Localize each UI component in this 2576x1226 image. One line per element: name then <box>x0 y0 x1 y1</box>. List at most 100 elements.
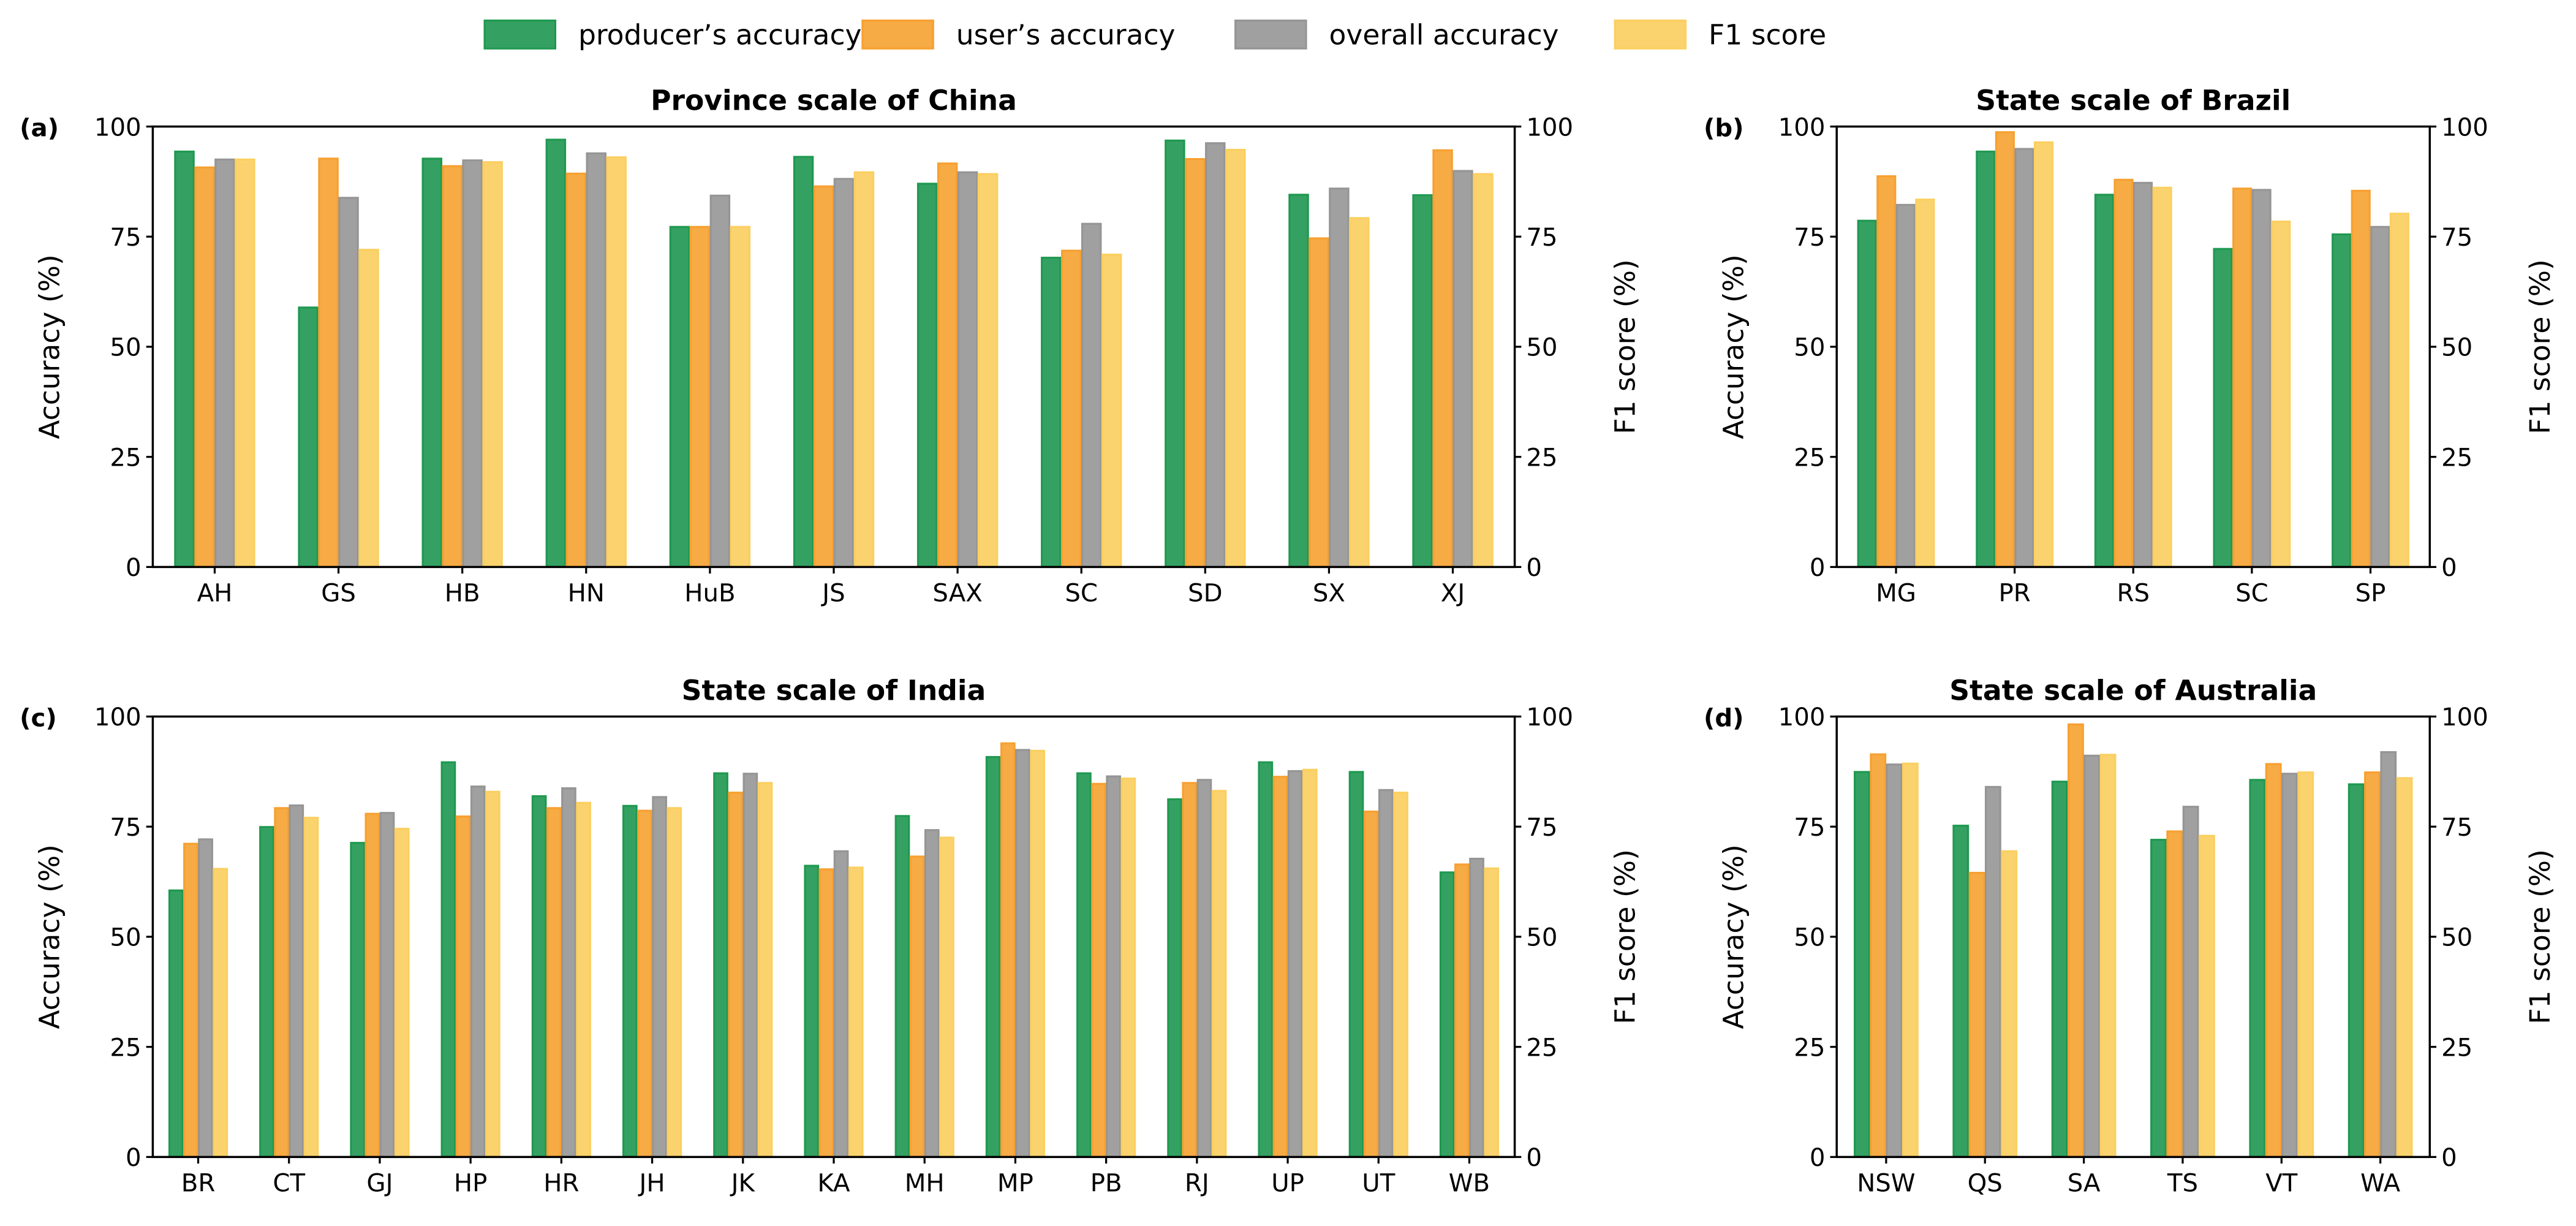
bar-f1-score <box>848 866 864 1158</box>
bar-f1-score <box>1120 778 1136 1158</box>
bar-f1-score <box>1484 867 1500 1158</box>
x-tick-label: GJ <box>366 1170 393 1198</box>
bar-f1-score <box>358 249 379 569</box>
y2-tick-label: 75 <box>2441 814 2472 842</box>
bar-users-accuracy <box>2265 763 2282 1158</box>
panel-label: (a) <box>20 115 59 143</box>
bar-overall-accuracy <box>586 152 606 569</box>
bar-users-accuracy <box>364 812 380 1158</box>
y-tick-label: 75 <box>110 224 141 252</box>
chart-panels: 0 0 25 25 50 50 75 75 100 100 AH GS HB HN HuB JS SAX SC SD… <box>20 85 2556 1198</box>
bar-f1-score <box>576 801 591 1158</box>
x-tick-label: QS <box>1968 1170 2003 1198</box>
bar-overall-accuracy <box>470 785 486 1158</box>
x-tick-label: HR <box>543 1170 579 1198</box>
bar-overall-accuracy <box>709 194 731 569</box>
legend: producer’s accuracy user’s accuracy overal… <box>483 18 1826 51</box>
bar-producers-accuracy <box>916 183 938 569</box>
bar-producers-accuracy <box>713 772 728 1158</box>
y2-tick-label: 75 <box>1526 814 1557 842</box>
y-axis-label: Accuracy (%) <box>34 844 66 1029</box>
bar-producers-accuracy <box>2347 783 2365 1158</box>
bar-f1-score <box>1902 762 1919 1158</box>
bar-users-accuracy <box>565 172 587 569</box>
bar-producers-accuracy <box>1439 871 1455 1158</box>
legend-label: overall accuracy <box>1329 18 1559 51</box>
bar-producers-accuracy <box>1412 194 1433 569</box>
legend-item: F1 score <box>1614 18 1826 51</box>
legend-label: user’s accuracy <box>956 18 1176 51</box>
y2-tick-label: 25 <box>2441 444 2472 472</box>
bar-overall-accuracy <box>338 197 359 569</box>
y2-tick-label: 0 <box>1526 1144 1542 1172</box>
y2-tick-label: 0 <box>1526 554 1542 582</box>
y2-axis-label: F1 score (%) <box>2524 259 2556 434</box>
chart-panel: 0 0 25 25 50 50 75 75 100 100 NSW QS SA TS VT WA Accurac… <box>1704 675 2556 1198</box>
bar-users-accuracy <box>183 842 198 1158</box>
y-tick-label: 75 <box>1794 224 1825 252</box>
y2-tick-label: 50 <box>2441 334 2472 362</box>
y-tick-label: 100 <box>94 703 142 732</box>
bar-overall-accuracy <box>561 787 576 1158</box>
bar-users-accuracy <box>1272 776 1288 1158</box>
y-tick-label: 50 <box>110 924 141 952</box>
bar-overall-accuracy <box>652 796 667 1158</box>
bar-overall-accuracy <box>2182 806 2199 1158</box>
bar-users-accuracy <box>455 815 471 1158</box>
bar-f1-score <box>2099 754 2117 1158</box>
y2-tick-label: 0 <box>2441 1144 2457 1172</box>
bar-users-accuracy <box>1000 742 1016 1158</box>
bar-producers-accuracy <box>894 815 910 1158</box>
bar-producers-accuracy <box>1258 761 1274 1158</box>
bar-producers-accuracy <box>985 755 1001 1158</box>
bar-overall-accuracy <box>198 838 213 1158</box>
bar-producers-accuracy <box>350 842 366 1158</box>
bar-overall-accuracy <box>1015 749 1030 1158</box>
y-tick-label: 75 <box>110 814 141 842</box>
bar-overall-accuracy <box>1984 785 2001 1158</box>
x-tick-label: VT <box>2265 1170 2298 1198</box>
bar-f1-score <box>2033 141 2054 569</box>
y-tick-label: 25 <box>110 1034 141 1062</box>
y-tick-label: 0 <box>1810 554 1826 582</box>
bar-overall-accuracy <box>1081 222 1102 569</box>
bar-producers-accuracy <box>2094 194 2114 569</box>
bar-f1-score <box>2198 834 2215 1158</box>
bar-overall-accuracy <box>1196 779 1212 1158</box>
legend-item: user’s accuracy <box>861 18 1176 51</box>
y2-tick-label: 25 <box>2441 1034 2472 1062</box>
bar-f1-score <box>213 868 229 1158</box>
x-tick-label: TS <box>2167 1170 2198 1198</box>
x-tick-label: SX <box>1313 580 1345 608</box>
bar-overall-accuracy <box>957 171 978 569</box>
y2-tick-label: 0 <box>2441 554 2457 582</box>
x-tick-label: PR <box>1999 580 2031 608</box>
bar-overall-accuracy <box>379 812 395 1158</box>
x-tick-label: SA <box>2068 1170 2101 1198</box>
chart-title: State scale of Australia <box>1949 675 2317 707</box>
bar-producers-accuracy <box>1854 771 1870 1158</box>
bar-users-accuracy <box>2232 187 2253 569</box>
bar-overall-accuracy <box>2132 181 2153 569</box>
x-tick-label: JH <box>638 1170 665 1198</box>
bar-users-accuracy <box>637 809 652 1158</box>
bar-producers-accuracy <box>1857 219 1877 569</box>
x-tick-label: MP <box>997 1170 1033 1198</box>
bar-overall-accuracy <box>2281 773 2298 1158</box>
bar-overall-accuracy <box>2370 225 2390 569</box>
bar-users-accuracy <box>194 166 215 569</box>
bar-users-accuracy <box>1182 782 1198 1158</box>
x-tick-label: JK <box>730 1170 756 1198</box>
bar-users-accuracy <box>689 225 711 569</box>
y-tick-label: 75 <box>1794 814 1825 842</box>
bar-f1-score <box>1302 768 1318 1158</box>
bar-overall-accuracy <box>1469 857 1484 1158</box>
x-tick-label: JS <box>820 580 845 608</box>
bar-overall-accuracy <box>2014 148 2034 569</box>
y-tick-label: 25 <box>1794 444 1825 472</box>
bar-users-accuracy <box>318 157 339 569</box>
bar-producers-accuracy <box>1976 150 1996 569</box>
panel-label: (d) <box>1704 705 1744 733</box>
bar-users-accuracy <box>2113 178 2134 569</box>
bar-producers-accuracy <box>2332 233 2352 569</box>
